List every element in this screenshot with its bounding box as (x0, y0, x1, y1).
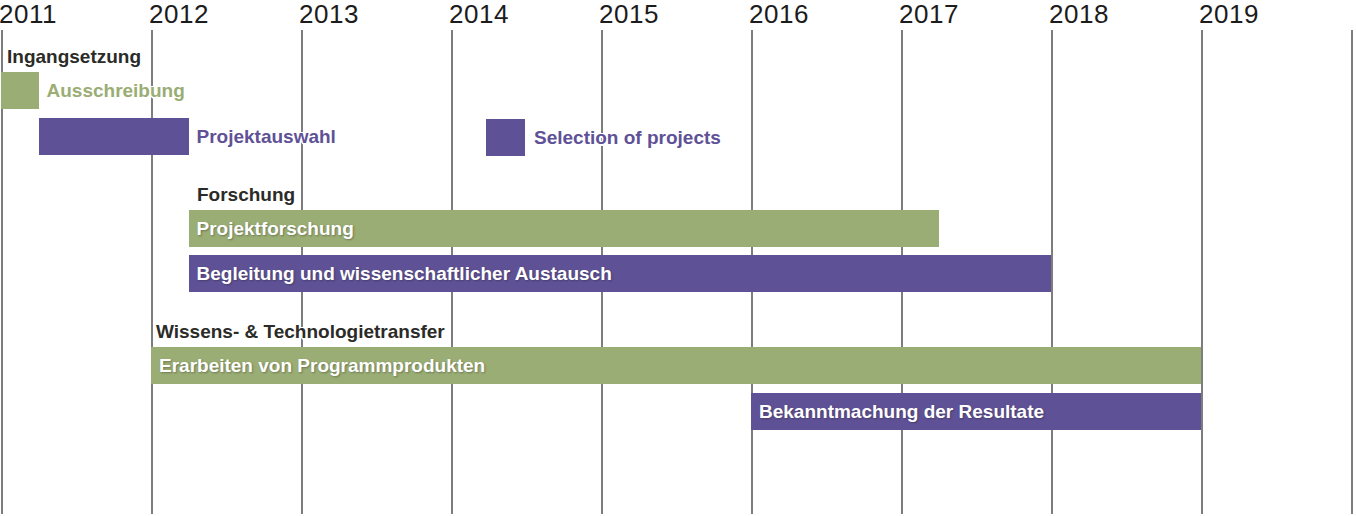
legend-swatch (486, 119, 525, 156)
task-bar: Begleitung und wissenschaftlicher Austau… (189, 255, 1052, 292)
task-bar-label: Erarbeiten von Programmprodukten (151, 347, 1201, 384)
year-tick-label: 2018 (1049, 0, 1109, 28)
group-header: Ingangsetzung (7, 46, 141, 68)
year-tick-label: 2011 (0, 0, 57, 28)
gridline (1051, 30, 1053, 514)
task-bar-label: Bekanntmachung der Resultate (751, 393, 1201, 430)
task-bar: Bekanntmachung der Resultate (751, 393, 1201, 430)
year-tick-label: 2013 (299, 0, 359, 28)
task-bar (1, 72, 39, 109)
task-bar: Projektforschung (189, 210, 939, 247)
task-bar: Erarbeiten von Programmprodukten (151, 347, 1201, 384)
year-tick-label: 2015 (599, 0, 659, 28)
year-tick-label: 2014 (449, 0, 509, 28)
year-tick-label: 2012 (149, 0, 209, 28)
task-bar-label: Projektauswahl (197, 118, 336, 155)
gantt-chart: 2011 2012 2013 2014 2015 2016 2017 2018 2019 Ing… (0, 0, 1356, 516)
legend-label: Selection of projects (534, 119, 721, 156)
group-header: Forschung (197, 184, 295, 206)
task-bar-label: Projektforschung (189, 210, 939, 247)
year-tick-label: 2016 (749, 0, 809, 28)
gridline (1201, 30, 1203, 514)
task-bar-label: Begleitung und wissenschaftlicher Austau… (189, 255, 1052, 292)
task-bar (39, 118, 189, 155)
group-header: Wissens- & Technologietransfer (156, 321, 445, 343)
year-tick-label: 2019 (1199, 0, 1259, 28)
gridline (1351, 30, 1353, 514)
year-tick-label: 2017 (899, 0, 959, 28)
task-bar-label: Ausschreibung (47, 72, 185, 109)
